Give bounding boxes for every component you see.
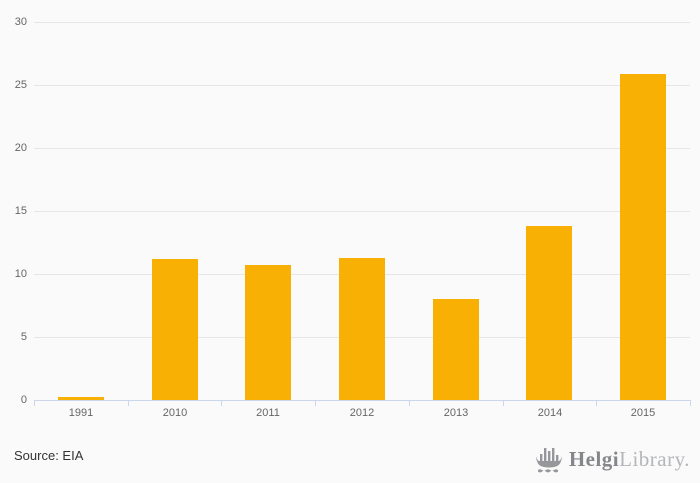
source-label: Source: EIA <box>14 448 84 463</box>
y-axis-label: 0 <box>20 394 27 406</box>
bar-2012[interactable] <box>339 258 385 400</box>
y-axis-label: 15 <box>14 205 27 217</box>
x-axis-label: 2014 <box>537 407 563 419</box>
logo-text-library: Library. <box>619 446 690 471</box>
x-axis-tick <box>34 400 35 406</box>
bar-2011[interactable] <box>245 265 291 400</box>
x-axis-label: 2012 <box>349 407 375 419</box>
viking-ship-icon <box>536 448 562 473</box>
x-axis-tick <box>315 400 316 406</box>
x-axis-tick <box>503 400 504 406</box>
x-axis-label: 2011 <box>256 407 280 419</box>
x-axis-tick <box>128 400 129 406</box>
bar-1991[interactable] <box>58 397 104 400</box>
helgi-library-logo[interactable]: Helgi Library. <box>535 444 690 474</box>
x-axis-tick <box>596 400 597 406</box>
x-axis-label: 2015 <box>630 407 656 419</box>
logo-text-helgi: Helgi <box>568 446 620 471</box>
bar-2015[interactable] <box>620 74 666 400</box>
y-gridline <box>34 22 690 23</box>
x-axis-label: 2013 <box>443 407 469 419</box>
x-axis-line <box>34 400 690 401</box>
y-axis-label: 5 <box>20 331 27 343</box>
x-axis-label: 2010 <box>162 407 188 419</box>
bar-2013[interactable] <box>433 299 479 400</box>
y-axis-label: 10 <box>14 268 27 280</box>
y-axis-label: 30 <box>14 16 27 28</box>
y-axis-label: 20 <box>14 142 27 154</box>
y-gridline <box>34 211 690 212</box>
x-axis-tick <box>409 400 410 406</box>
x-axis-tick <box>690 400 691 406</box>
y-axis-label: 25 <box>14 79 27 91</box>
bar-2010[interactable] <box>152 259 198 400</box>
bar-2014[interactable] <box>526 226 572 400</box>
x-axis-tick <box>221 400 222 406</box>
y-gridline <box>34 85 690 86</box>
x-axis-label: 1991 <box>68 407 94 419</box>
y-gridline <box>34 148 690 149</box>
